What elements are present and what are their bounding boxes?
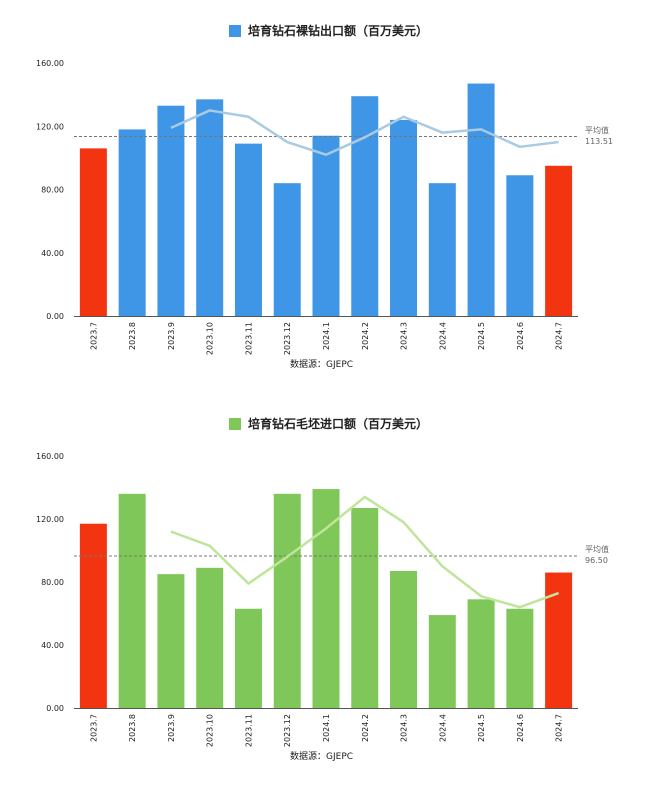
x-tick-label: 2023.7 bbox=[89, 322, 98, 350]
bar-2024.5 bbox=[467, 83, 495, 317]
y-tick-label: 160.00 bbox=[36, 59, 64, 68]
y-tick-label: 120.00 bbox=[36, 515, 64, 524]
bar-2024.1 bbox=[312, 489, 340, 708]
y-tick-label: 40.00 bbox=[41, 641, 64, 650]
x-tick-label: 2024.2 bbox=[361, 322, 370, 350]
bar-2024.2 bbox=[351, 507, 379, 708]
legend-label: 培育钻石毛坯进口额（百万美元） bbox=[248, 416, 428, 431]
average-label: 平均值 bbox=[585, 125, 609, 135]
trend-line bbox=[170, 495, 560, 609]
x-tick-label: 2023.11 bbox=[244, 322, 253, 355]
x-tick-label: 2023.10 bbox=[206, 714, 215, 747]
y-tick-label: 0.00 bbox=[46, 704, 64, 713]
average-value: 96.50 bbox=[585, 556, 608, 565]
bar-2023.11 bbox=[234, 143, 262, 316]
bar-2024.4 bbox=[428, 615, 456, 708]
chart-import: 培育钻石毛坯进口额（百万美元） 0.00 40.00 80.00 120.00 160.… bbox=[36, 416, 609, 762]
y-tick-label: 160.00 bbox=[36, 452, 64, 461]
x-tick-label: 2023.12 bbox=[283, 322, 292, 355]
x-tick-label: 2023.11 bbox=[244, 714, 253, 747]
bar-2023.9 bbox=[157, 574, 185, 708]
x-tick-label: 2024.5 bbox=[477, 322, 486, 350]
bar-2024.1 bbox=[312, 135, 340, 316]
y-tick-label: 80.00 bbox=[41, 578, 64, 587]
bar-2024.5 bbox=[467, 599, 495, 708]
bar-2023.12 bbox=[273, 493, 301, 708]
y-tick-label: 80.00 bbox=[41, 186, 64, 195]
x-tick-label: 2024.3 bbox=[400, 322, 409, 350]
bar-2023.10 bbox=[196, 99, 224, 317]
bar-2023.8 bbox=[118, 493, 146, 708]
y-tick-label: 0.00 bbox=[46, 312, 64, 321]
bar-2024.6 bbox=[506, 608, 534, 708]
bar-2023.7 bbox=[79, 148, 107, 316]
plot-area: 0.00 40.00 80.00 120.00 160.00 2023.7 2023.8 20… bbox=[36, 452, 578, 747]
y-tick-label: 40.00 bbox=[41, 249, 64, 258]
x-tick-label: 2023.10 bbox=[206, 322, 215, 355]
plot-area: 0.00 40.00 80.00 120.00 160.00 2023.7 2023.8 20… bbox=[36, 59, 578, 355]
x-tick-label: 2024.5 bbox=[477, 714, 486, 742]
x-tick-label: 2023.8 bbox=[128, 322, 137, 350]
x-tick-label: 2024.7 bbox=[555, 322, 564, 350]
average-value: 113.51 bbox=[585, 137, 613, 146]
bar-2023.12 bbox=[273, 183, 301, 316]
bar-2024.4 bbox=[428, 183, 456, 316]
x-tick-label: 2024.4 bbox=[438, 714, 447, 742]
source-note: 数据源：GJEPC bbox=[290, 750, 353, 762]
bar-2024.3 bbox=[390, 570, 418, 708]
bar-2024.2 bbox=[351, 96, 379, 316]
x-tick-label: 2024.7 bbox=[555, 714, 564, 742]
x-tick-label: 2024.6 bbox=[516, 714, 525, 742]
trend-line bbox=[170, 109, 559, 156]
bar-2024.6 bbox=[506, 175, 534, 316]
bar-2023.9 bbox=[157, 105, 185, 316]
bar-2023.8 bbox=[118, 129, 146, 316]
x-tick-label: 2023.8 bbox=[128, 714, 137, 742]
bar-2024.7 bbox=[545, 165, 573, 316]
x-tick-label: 2024.4 bbox=[438, 322, 447, 350]
x-tick-label: 2024.6 bbox=[516, 322, 525, 350]
source-note: 数据源：GJEPC bbox=[290, 358, 353, 370]
x-tick-label: 2024.1 bbox=[322, 322, 331, 350]
x-tick-label: 2023.12 bbox=[283, 714, 292, 747]
chart-export: 培育钻石裸钻出口额（百万美元） 0.00 40.00 80.00 120.00 160.… bbox=[36, 23, 613, 370]
bar-2024.3 bbox=[390, 119, 418, 316]
x-tick-label: 2023.7 bbox=[89, 714, 98, 742]
bar-2023.10 bbox=[196, 567, 224, 708]
average-label: 平均值 bbox=[585, 544, 609, 554]
bar-2024.7 bbox=[545, 572, 573, 708]
legend-swatch bbox=[229, 25, 241, 37]
bar-2023.7 bbox=[79, 523, 107, 708]
x-tick-label: 2023.9 bbox=[167, 322, 176, 350]
legend-swatch bbox=[229, 418, 241, 430]
legend-label: 培育钻石裸钻出口额（百万美元） bbox=[248, 23, 428, 38]
x-tick-label: 2024.3 bbox=[400, 714, 409, 742]
bar-2023.11 bbox=[234, 608, 262, 708]
x-tick-label: 2024.1 bbox=[322, 714, 331, 742]
x-tick-label: 2023.9 bbox=[167, 714, 176, 742]
x-tick-label: 2024.2 bbox=[361, 714, 370, 742]
y-tick-label: 120.00 bbox=[36, 122, 64, 131]
